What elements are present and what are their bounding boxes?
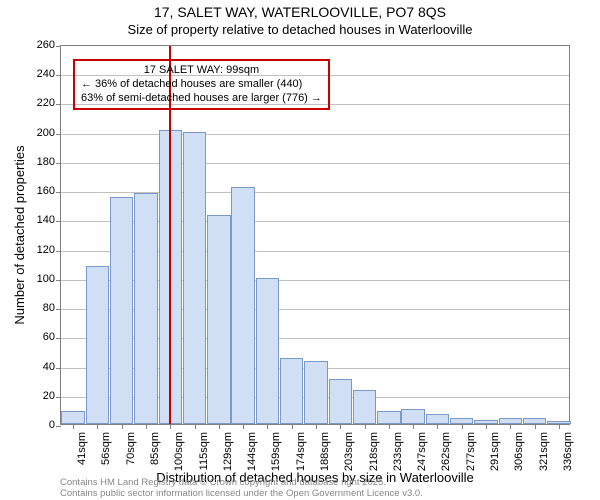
histogram-bar <box>110 197 133 424</box>
y-tick-label: 240 <box>37 68 55 80</box>
x-tick-mark <box>486 424 487 429</box>
y-tick-mark <box>56 75 61 76</box>
x-tick-mark <box>462 424 463 429</box>
histogram-bar <box>256 278 279 424</box>
y-tick-mark <box>56 338 61 339</box>
y-tick-label: 60 <box>43 331 55 343</box>
annotation-line-smaller: ← 36% of detached houses are smaller (44… <box>81 78 322 92</box>
histogram-bar <box>304 361 327 424</box>
y-tick-label: 220 <box>37 97 55 109</box>
x-tick-mark <box>243 424 244 429</box>
y-tick-mark <box>56 134 61 135</box>
x-tick-label: 56sqm <box>100 432 112 482</box>
chart-title: 17, SALET WAY, WATERLOOVILLE, PO7 8QS <box>0 4 600 20</box>
x-tick-mark <box>389 424 390 429</box>
y-axis-title: Number of detached properties <box>12 145 27 324</box>
x-tick-label: 262sqm <box>440 432 452 482</box>
y-tick-mark <box>56 368 61 369</box>
chart-subtitle: Size of property relative to detached ho… <box>0 22 600 37</box>
histogram-bar <box>183 132 206 424</box>
x-tick-mark <box>559 424 560 429</box>
x-tick-label: 336sqm <box>562 432 574 482</box>
y-tick-label: 100 <box>37 273 55 285</box>
y-tick-mark <box>56 221 61 222</box>
x-tick-mark <box>122 424 123 429</box>
x-tick-label: 159sqm <box>270 432 282 482</box>
x-tick-label: 144sqm <box>246 432 258 482</box>
histogram-bar <box>353 390 376 424</box>
x-tick-label: 115sqm <box>198 432 210 482</box>
x-tick-mark <box>195 424 196 429</box>
x-tick-label: 100sqm <box>173 432 185 482</box>
x-tick-label: 291sqm <box>489 432 501 482</box>
x-tick-label: 203sqm <box>343 432 355 482</box>
y-tick-mark <box>56 163 61 164</box>
y-tick-label: 260 <box>37 39 55 51</box>
chart-area: 17 SALET WAY: 99sqm← 36% of detached hou… <box>60 45 570 425</box>
annotation-box: 17 SALET WAY: 99sqm← 36% of detached hou… <box>73 59 330 110</box>
annotation-title: 17 SALET WAY: 99sqm <box>81 64 322 78</box>
x-tick-mark <box>535 424 536 429</box>
attribution-line-2: Contains public sector information licen… <box>60 489 423 500</box>
gridline <box>61 163 569 164</box>
y-tick-label: 0 <box>49 419 55 431</box>
histogram-bar <box>401 409 424 424</box>
x-tick-mark <box>365 424 366 429</box>
y-tick-mark <box>56 192 61 193</box>
x-tick-mark <box>267 424 268 429</box>
x-tick-mark <box>170 424 171 429</box>
y-tick-mark <box>56 397 61 398</box>
x-tick-mark <box>292 424 293 429</box>
y-tick-label: 120 <box>37 244 55 256</box>
histogram-bar <box>280 358 303 424</box>
gridline <box>61 134 569 135</box>
y-tick-label: 140 <box>37 214 55 226</box>
x-tick-mark <box>510 424 511 429</box>
x-tick-label: 306sqm <box>513 432 525 482</box>
x-tick-label: 41sqm <box>76 432 88 482</box>
x-tick-label: 233sqm <box>392 432 404 482</box>
y-tick-label: 20 <box>43 390 55 402</box>
y-tick-label: 180 <box>37 156 55 168</box>
x-tick-label: 188sqm <box>319 432 331 482</box>
y-tick-mark <box>56 46 61 47</box>
x-tick-mark <box>340 424 341 429</box>
x-tick-label: 174sqm <box>295 432 307 482</box>
y-tick-mark <box>56 251 61 252</box>
x-tick-label: 129sqm <box>222 432 234 482</box>
plot-area: 17 SALET WAY: 99sqm← 36% of detached hou… <box>60 45 570 425</box>
y-tick-label: 200 <box>37 127 55 139</box>
x-tick-mark <box>219 424 220 429</box>
histogram-bar <box>61 411 84 424</box>
x-tick-label: 85sqm <box>149 432 161 482</box>
y-tick-label: 40 <box>43 361 55 373</box>
y-tick-mark <box>56 280 61 281</box>
chart-title-block: 17, SALET WAY, WATERLOOVILLE, PO7 8QS Si… <box>0 0 600 37</box>
y-tick-mark <box>56 426 61 427</box>
x-tick-mark <box>73 424 74 429</box>
y-tick-mark <box>56 309 61 310</box>
x-tick-mark <box>413 424 414 429</box>
annotation-line-larger: 63% of semi-detached houses are larger (… <box>81 92 322 106</box>
x-tick-mark <box>437 424 438 429</box>
histogram-bar <box>426 414 449 424</box>
x-tick-label: 70sqm <box>125 432 137 482</box>
x-tick-mark <box>316 424 317 429</box>
x-tick-mark <box>97 424 98 429</box>
x-tick-label: 277sqm <box>465 432 477 482</box>
x-tick-mark <box>146 424 147 429</box>
y-tick-mark <box>56 104 61 105</box>
histogram-bar <box>207 215 230 424</box>
x-tick-label: 247sqm <box>416 432 428 482</box>
y-tick-label: 80 <box>43 302 55 314</box>
y-tick-label: 160 <box>37 185 55 197</box>
histogram-bar <box>329 379 352 424</box>
x-tick-label: 218sqm <box>368 432 380 482</box>
histogram-bar <box>134 193 157 424</box>
x-tick-label: 321sqm <box>538 432 550 482</box>
histogram-bar <box>377 411 400 424</box>
histogram-bar <box>86 266 109 424</box>
histogram-bar <box>231 187 254 424</box>
